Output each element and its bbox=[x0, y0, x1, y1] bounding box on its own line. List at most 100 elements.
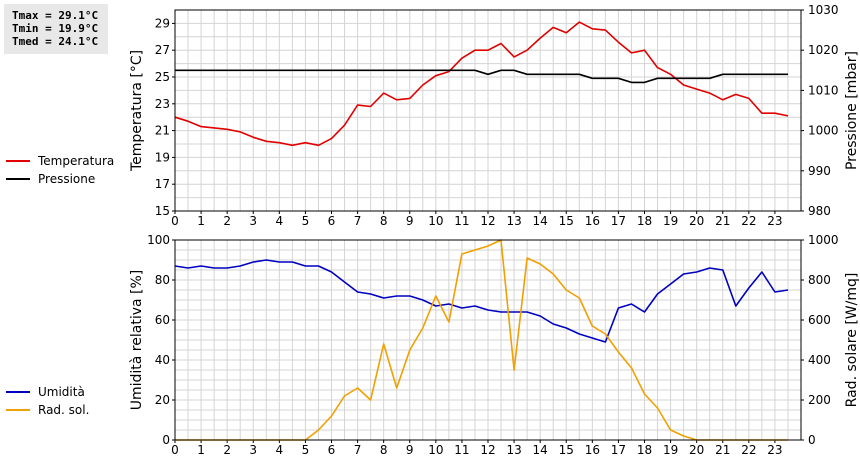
chart1-x-tick-label: 8 bbox=[380, 214, 388, 228]
chart2-x-tick-label: 8 bbox=[380, 443, 388, 457]
chart2-y2-tick-label: 800 bbox=[808, 273, 831, 287]
chart2-x-tick-label: 3 bbox=[249, 443, 257, 457]
chart2-x-tick-label: 16 bbox=[585, 443, 600, 457]
chart2-x-tick-label: 6 bbox=[328, 443, 336, 457]
chart2-x-tick-label: 22 bbox=[741, 443, 756, 457]
chart1-x-tick-label: 11 bbox=[454, 214, 469, 228]
chart1-y-tick-label: 27 bbox=[155, 43, 170, 57]
chart1-y-tick-label: 19 bbox=[155, 150, 170, 164]
chart2-x-tick-label: 12 bbox=[480, 443, 495, 457]
chart1-y-tick-label: 15 bbox=[155, 204, 170, 218]
chart2-x-tick-label: 9 bbox=[406, 443, 414, 457]
chart1-x-tick-label: 19 bbox=[663, 214, 678, 228]
chart1-x-tick-label: 5 bbox=[302, 214, 310, 228]
chart2-x-tick-label: 4 bbox=[276, 443, 284, 457]
chart1-ylabel: Temperatura [°C] bbox=[129, 50, 145, 172]
chart2-y2-tick-label: 600 bbox=[808, 313, 831, 327]
chart1-x-tick-label: 13 bbox=[506, 214, 521, 228]
chart2-x-tick-label: 23 bbox=[767, 443, 782, 457]
chart1-x-tick-label: 23 bbox=[767, 214, 782, 228]
chart2-y-tick-label: 100 bbox=[147, 233, 170, 247]
chart2-x-tick-label: 11 bbox=[454, 443, 469, 457]
chart1-x-tick-label: 2 bbox=[223, 214, 231, 228]
chart2-y2-tick-label: 1000 bbox=[808, 233, 839, 247]
chart1-x-tick-label: 3 bbox=[249, 214, 257, 228]
chart1-x-tick-label: 15 bbox=[559, 214, 574, 228]
chart2-ylabel: Umidità relativa [%] bbox=[129, 270, 145, 411]
chart2-series-umidit bbox=[174, 259, 789, 343]
legend-label-pressione: Pressione bbox=[38, 172, 96, 186]
chart1-series-temperatura bbox=[174, 21, 789, 147]
legend-item-pressione: Pressione bbox=[6, 170, 114, 188]
chart1-x-tick-label: 4 bbox=[276, 214, 284, 228]
chart1-y2-tick-label: 1000 bbox=[808, 124, 839, 138]
chart1-x-tick-label: 21 bbox=[715, 214, 730, 228]
chart2-x-tick-label: 5 bbox=[302, 443, 310, 457]
chart2-x-tick-label: 19 bbox=[663, 443, 678, 457]
legend-swatch-temperatura bbox=[6, 160, 30, 162]
chart2-y2-tick-label: 400 bbox=[808, 353, 831, 367]
legend-swatch-pressione bbox=[6, 178, 30, 180]
chart1-frame bbox=[174, 9, 802, 212]
legend-label-radsol: Rad. sol. bbox=[38, 403, 90, 417]
chart2-y-tick-label: 60 bbox=[155, 313, 170, 327]
chart1-x-tick-label: 9 bbox=[406, 214, 414, 228]
chart1-x-tick-label: 22 bbox=[741, 214, 756, 228]
chart2-y-tick-label: 20 bbox=[155, 393, 170, 407]
chart1-y-tick-label: 23 bbox=[155, 97, 170, 111]
chart2-y-tick-label: 40 bbox=[155, 353, 170, 367]
legend-item-radsol: Rad. sol. bbox=[6, 401, 89, 419]
chart1-x-tick-label: 1 bbox=[197, 214, 205, 228]
tmin-text: Tmin = 19.9°C bbox=[12, 22, 99, 35]
legend-item-umidita: Umidità bbox=[6, 383, 89, 401]
chart1-y-tick-label: 25 bbox=[155, 70, 170, 84]
stats-box: Tmax = 29.1°C Tmin = 19.9°C Tmed = 24.1°… bbox=[4, 4, 108, 54]
chart1-x-tick-label: 0 bbox=[171, 214, 179, 228]
legend-bottom: Umidità Rad. sol. bbox=[6, 383, 89, 419]
chart2-x-tick-label: 14 bbox=[533, 443, 548, 457]
chart1-x-tick-label: 17 bbox=[611, 214, 626, 228]
chart1-y-tick-label: 17 bbox=[155, 177, 170, 191]
legend-top: Temperatura Pressione bbox=[6, 152, 114, 188]
chart2-x-tick-label: 1 bbox=[197, 443, 205, 457]
chart2-y2-tick-label: 200 bbox=[808, 393, 831, 407]
chart1-y-tick-label: 29 bbox=[155, 16, 170, 30]
chart1-x-tick-label: 12 bbox=[480, 214, 495, 228]
chart1-x-tick-label: 14 bbox=[533, 214, 548, 228]
legend-label-temperatura: Temperatura bbox=[38, 154, 115, 168]
chart1-x-tick-label: 10 bbox=[428, 214, 443, 228]
chart1-y2label: Pressione [mbar] bbox=[844, 51, 860, 170]
chart1-y2-tick-label: 1030 bbox=[808, 3, 839, 17]
chart2-x-tick-label: 18 bbox=[637, 443, 652, 457]
chart2-x-tick-label: 2 bbox=[223, 443, 231, 457]
chart1-y2-tick-label: 1020 bbox=[808, 43, 839, 57]
chart1-y2-tick-label: 980 bbox=[808, 204, 831, 218]
chart2-x-tick-label: 17 bbox=[611, 443, 626, 457]
legend-swatch-umidita bbox=[6, 391, 30, 393]
chart2-x-tick-label: 10 bbox=[428, 443, 443, 457]
chart2-x-tick-label: 7 bbox=[354, 443, 362, 457]
chart1-x-tick-label: 18 bbox=[637, 214, 652, 228]
chart2-x-tick-label: 21 bbox=[715, 443, 730, 457]
legend-swatch-radsol bbox=[6, 409, 30, 411]
chart1-x-tick-label: 7 bbox=[354, 214, 362, 228]
chart2-x-tick-label: 13 bbox=[506, 443, 521, 457]
chart1-x-tick-label: 16 bbox=[585, 214, 600, 228]
chart1-y2-tick-label: 990 bbox=[808, 164, 831, 178]
chart1-y-tick-label: 21 bbox=[155, 124, 170, 138]
chart1-x-tick-label: 6 bbox=[328, 214, 336, 228]
chart2-x-tick-label: 0 bbox=[171, 443, 179, 457]
legend-label-umidita: Umidità bbox=[38, 385, 85, 399]
chart2-y-tick-label: 80 bbox=[155, 273, 170, 287]
chart2-y2-tick-label: 0 bbox=[808, 433, 816, 447]
chart2-x-tick-label: 20 bbox=[689, 443, 704, 457]
chart1-x-tick-label: 20 bbox=[689, 214, 704, 228]
chart2-x-tick-label: 15 bbox=[559, 443, 574, 457]
chart1-y2-tick-label: 1010 bbox=[808, 83, 839, 97]
chart2-y-tick-label: 0 bbox=[162, 433, 170, 447]
legend-item-temperatura: Temperatura bbox=[6, 152, 114, 170]
chart1-series-pressione bbox=[175, 69, 788, 84]
chart2-y2label: Rad. solare [W/mq] bbox=[844, 273, 860, 408]
tmed-text: Tmed = 24.1°C bbox=[12, 35, 99, 48]
